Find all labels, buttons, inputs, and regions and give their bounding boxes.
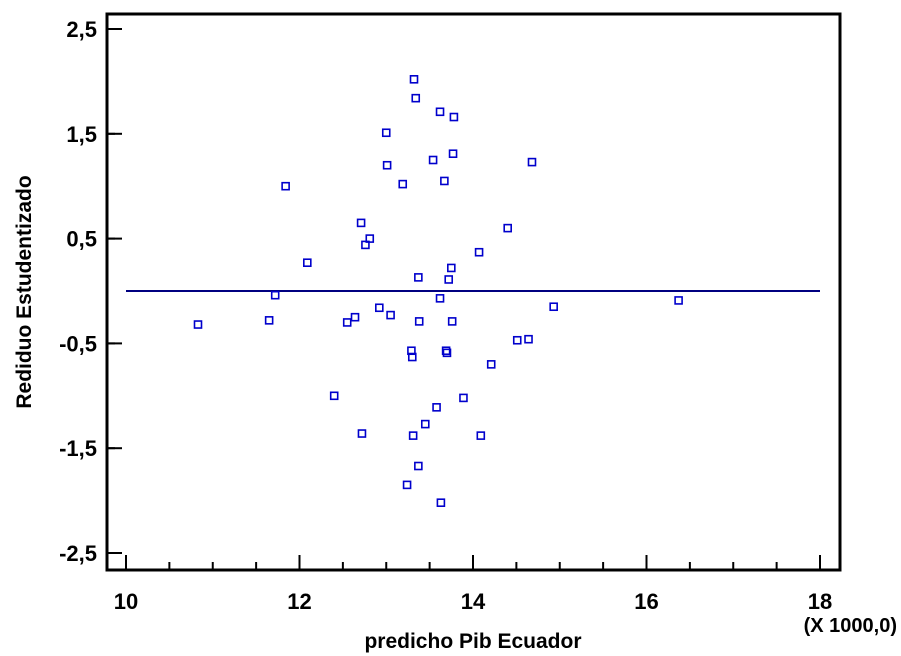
data-point <box>440 176 449 186</box>
data-point <box>361 240 370 250</box>
x-tick-label: 12 <box>287 589 311 614</box>
data-point <box>449 112 459 122</box>
y-tick-label: -0,5 <box>59 331 97 356</box>
data-point <box>342 318 352 327</box>
data-point <box>303 258 312 268</box>
data-point <box>428 155 438 165</box>
data-point <box>375 303 384 313</box>
data-point <box>329 391 339 401</box>
x-scale-note: (X 1000,0) <box>804 615 897 637</box>
x-tick-label: 14 <box>461 589 486 614</box>
y-tick-label: -2,5 <box>59 541 97 566</box>
x-tick-label: 18 <box>808 589 832 614</box>
data-point <box>512 335 522 345</box>
data-point <box>270 290 280 300</box>
data-point <box>264 316 274 325</box>
data-point <box>524 334 533 344</box>
data-point <box>414 273 423 282</box>
data-point <box>435 294 445 303</box>
data-point <box>432 403 441 412</box>
data-point <box>549 302 558 312</box>
data-point <box>527 157 537 167</box>
x-axis: 10 12 14 16 18 <box>114 555 832 614</box>
data-point <box>448 149 458 159</box>
data-point <box>474 247 484 257</box>
data-point <box>435 107 445 117</box>
data-point <box>386 310 395 320</box>
y-axis: -2,5 -1,5 -0,5 0,5 1,5 2,5 <box>59 17 122 566</box>
data-point <box>408 431 418 440</box>
data-point <box>356 218 366 228</box>
data-point <box>409 75 419 84</box>
data-point <box>382 160 392 170</box>
data-point <box>420 419 430 429</box>
data-point <box>281 181 290 191</box>
data-point <box>442 348 452 358</box>
data-point <box>447 263 456 273</box>
y-tick-label: 2,5 <box>66 17 97 42</box>
x-tick-label: 16 <box>634 589 658 614</box>
x-tick-label: 10 <box>114 589 138 614</box>
data-point <box>476 431 486 440</box>
data-point <box>381 128 391 138</box>
data-point <box>486 360 496 369</box>
data-point <box>414 461 423 471</box>
data-point <box>407 352 417 362</box>
data-point <box>193 320 203 329</box>
y-axis-label: Rediduo Estudentizado <box>13 175 36 408</box>
data-point <box>503 223 513 233</box>
y-tick-label: 0,5 <box>66 227 97 252</box>
data-point <box>447 317 457 326</box>
data-point <box>414 317 424 326</box>
data-points <box>193 75 683 507</box>
data-point <box>402 480 412 490</box>
data-point <box>441 346 451 356</box>
data-point <box>459 393 468 403</box>
data-point <box>350 312 360 322</box>
data-point <box>436 498 446 507</box>
y-tick-label: -1,5 <box>59 436 97 461</box>
data-point <box>365 234 375 243</box>
data-point <box>411 93 421 103</box>
data-point <box>444 275 454 284</box>
data-point <box>398 179 408 189</box>
data-point <box>357 429 367 438</box>
y-tick-label: 1,5 <box>66 122 97 147</box>
data-point <box>674 296 683 305</box>
x-axis-label: predicho Pib Ecuador <box>364 630 581 653</box>
